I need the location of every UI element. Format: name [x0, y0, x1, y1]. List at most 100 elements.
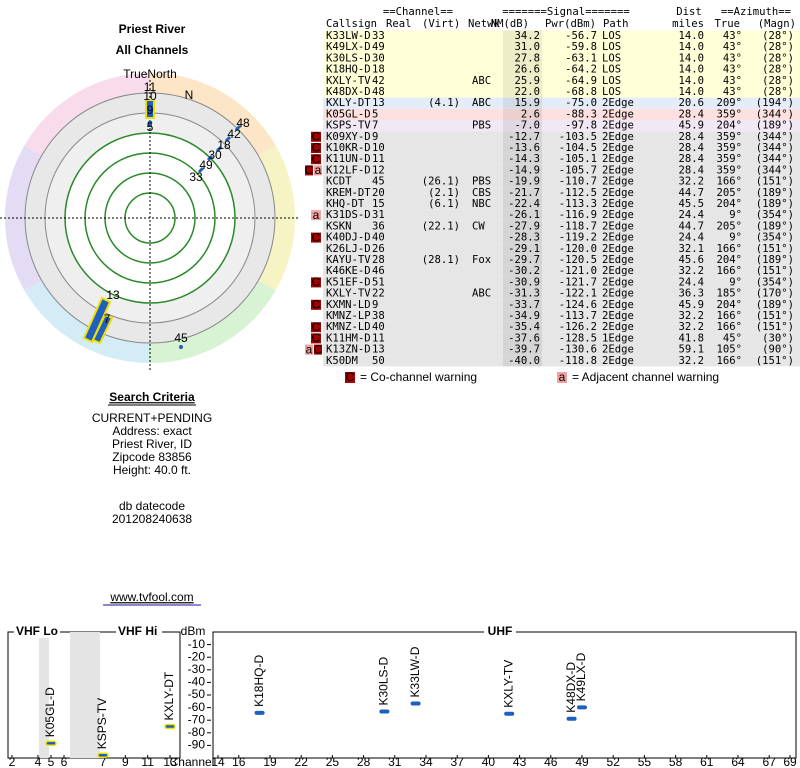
table-cell: 28.4	[678, 108, 704, 120]
signal-bar	[410, 701, 421, 706]
table-cell: -14.3	[508, 153, 540, 165]
signal-bar	[164, 723, 176, 730]
table-cell: 2Edge	[602, 288, 634, 300]
table-cell: 2.6	[521, 108, 540, 120]
x-tick-label: 2	[9, 755, 16, 768]
table-cell: 2Edge	[602, 120, 634, 132]
legend-flag	[345, 372, 355, 383]
table-cell: (170°)	[756, 288, 794, 300]
table-cell: (2.1)	[428, 187, 460, 199]
table-cell: K33LW-D	[326, 30, 371, 42]
warning-flag	[311, 277, 321, 288]
nm-shade	[503, 30, 542, 42]
table-cell: 49	[372, 41, 385, 53]
table-cell: -118.8	[559, 355, 597, 367]
polar-label: 11	[144, 80, 157, 94]
x-tick-label: 13	[163, 755, 177, 768]
table-cell: -29.7	[508, 254, 540, 266]
table-cell: (26.1)	[422, 176, 460, 188]
table-row	[323, 131, 800, 143]
table-cell: K40DJ-D	[326, 232, 371, 244]
table-cell: 2Edge	[602, 176, 634, 188]
link[interactable]: www.tvfool.com	[109, 590, 193, 604]
column-header: Callsign	[326, 18, 377, 30]
signal-marker	[91, 313, 114, 345]
north-label: TrueNorth	[123, 67, 177, 81]
column-header: Netwk	[468, 18, 501, 30]
y-tick-label: -70	[188, 712, 206, 726]
warning-flag-text: C	[314, 342, 323, 356]
nm-shade	[503, 254, 542, 266]
nm-shade	[503, 142, 542, 154]
legend-text: = Adjacent channel warning	[572, 370, 719, 384]
table-cell: -130.6	[559, 344, 597, 356]
column-header: Real	[386, 18, 412, 30]
table-cell: (28.1)	[422, 254, 460, 266]
table-cell: 9°	[729, 276, 742, 288]
table-row	[323, 310, 800, 322]
table-cell: 205°	[716, 187, 742, 199]
nm-shade	[503, 41, 542, 53]
table-cell: -121.0	[559, 265, 597, 277]
table-cell: -110.7	[559, 176, 597, 188]
station-label: K05GL-D	[43, 687, 57, 737]
polar-label: 30	[208, 148, 222, 162]
table-cell: 32.2	[678, 321, 704, 333]
table-cell: 14.0	[678, 41, 704, 53]
table-cell: 11	[372, 153, 385, 165]
y-tick-label: -90	[188, 738, 206, 752]
table-row	[323, 265, 800, 277]
table-cell: -121.7	[559, 276, 597, 288]
nm-shade	[503, 355, 542, 367]
table-cell: 13	[372, 97, 385, 109]
table-cell: 2Edge	[602, 142, 634, 154]
table-cell: K30LS-D	[326, 52, 371, 64]
table-cell: -116.9	[559, 209, 597, 221]
table-cell: -112.5	[559, 187, 597, 199]
table-cell: 28.4	[678, 131, 704, 143]
warning-flag	[311, 131, 321, 142]
table-cell: 2Edge	[602, 232, 634, 244]
table-row	[323, 220, 800, 232]
signal-bar	[45, 740, 57, 747]
polar-label: 5	[147, 120, 154, 134]
table-cell: 166°	[716, 355, 742, 367]
nm-shade	[503, 276, 542, 288]
table-row	[323, 30, 800, 42]
nm-shade	[503, 332, 542, 344]
table-cell: 359°	[716, 153, 742, 165]
table-cell: (28°)	[762, 86, 794, 98]
table-cell: (151°)	[756, 310, 794, 322]
table-cell: 1Edge	[602, 332, 634, 344]
signal-bar	[566, 716, 577, 721]
column-header: True	[714, 18, 740, 30]
table-cell: KSKN	[326, 220, 352, 232]
warning-flag	[311, 210, 321, 221]
table-cell: KXMN-LD	[326, 299, 371, 311]
band-label: UHF	[488, 624, 513, 638]
table-cell: K51EF-D	[326, 276, 371, 288]
table-cell: 30	[372, 52, 385, 64]
table-cell: -22.4	[508, 198, 540, 210]
table-cell: 44.7	[678, 187, 704, 199]
table-cell: 204°	[716, 120, 742, 132]
table-cell: NBC	[472, 198, 491, 210]
table-cell: 2Edge	[602, 299, 634, 311]
warning-flag-text: C	[312, 141, 321, 155]
table-cell: 45	[372, 176, 385, 188]
table-cell: 28.4	[678, 142, 704, 154]
station-label: KXLY-DT	[162, 671, 176, 720]
table-cell: 5	[372, 108, 378, 120]
table-cell: 166°	[716, 176, 742, 188]
search-line: Height: 40.0 ft.	[113, 463, 191, 477]
table-cell: (151°)	[756, 176, 794, 188]
table-cell: 9°	[729, 209, 742, 221]
x-tick-label: 61	[700, 755, 714, 768]
table-cell: LOS	[602, 41, 621, 53]
table-cell: CBS	[472, 187, 491, 199]
table-row	[323, 75, 800, 87]
warning-flag-text: a	[315, 163, 322, 177]
nm-shade	[503, 176, 542, 188]
table-cell: 33	[372, 30, 385, 42]
table-cell: -19.9	[508, 176, 540, 188]
